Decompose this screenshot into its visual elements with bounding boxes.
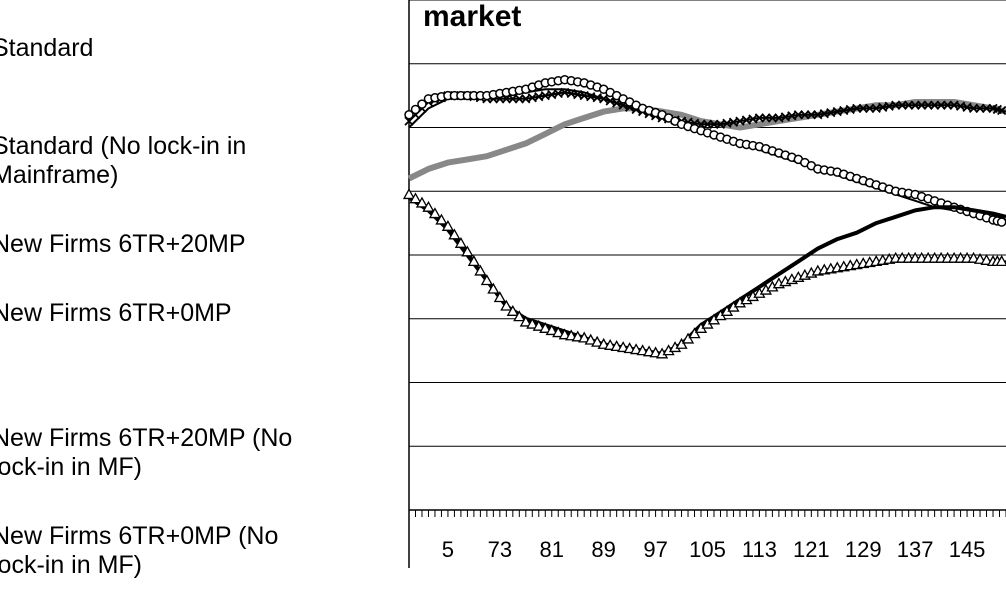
point (591, 335, 604, 347)
point (417, 99, 427, 109)
point (487, 282, 500, 294)
point (688, 327, 701, 339)
point (623, 342, 636, 354)
point (996, 217, 1006, 227)
point (997, 105, 1006, 116)
x-tick-label: 5 (442, 537, 454, 562)
legend-label: New Firms 6TR+20MP (0, 230, 246, 258)
point (630, 343, 643, 355)
point (584, 333, 597, 345)
series-5 (402, 188, 1006, 359)
x-tick-label: 121 (793, 537, 830, 562)
legend-label: New Firms 6TR+0MP (0, 299, 232, 327)
x-tick-label: 89 (591, 537, 615, 562)
point (493, 291, 506, 303)
point (448, 228, 461, 240)
point (410, 104, 421, 115)
point (578, 331, 591, 343)
point (539, 321, 552, 333)
x-tick-label: 113 (742, 537, 777, 562)
legend-entry-standard-no-lock-in: Standard (No lock-in in Mainframe) (0, 103, 400, 219)
point (649, 346, 662, 358)
x-tick-label: 97 (643, 537, 667, 562)
point (428, 207, 442, 219)
point (454, 236, 468, 248)
legend-label: Standard (No lock-in in Mainframe) (0, 132, 247, 189)
series-line (408, 91, 1006, 126)
point (980, 253, 993, 265)
point (545, 324, 558, 336)
point (532, 319, 545, 331)
point (500, 299, 513, 311)
legend-label: New Firms 6TR+0MP (No lock-in in MF) (0, 522, 279, 579)
point (402, 188, 416, 200)
point (973, 252, 987, 264)
point (642, 345, 656, 357)
point (441, 219, 455, 231)
point (526, 317, 539, 329)
point (435, 213, 448, 225)
point (995, 255, 1006, 267)
x-tick-label: 105 (689, 537, 726, 562)
point (681, 332, 695, 344)
x-tick-label: 129 (845, 537, 882, 562)
point (565, 329, 578, 341)
x-tick-label: 137 (897, 537, 934, 562)
legend-label: Standard (0, 34, 94, 62)
point (552, 326, 565, 338)
legend-entry-new-firms-6tr-0mp: New Firms 6TR+0MP (0, 270, 400, 357)
point (506, 304, 519, 316)
point (415, 196, 429, 208)
point (480, 274, 493, 286)
point (571, 330, 584, 342)
legend-entry-standard: Standard (0, 5, 400, 92)
point (675, 337, 688, 349)
point (617, 341, 630, 353)
point (474, 264, 487, 276)
point (636, 344, 649, 356)
series-layer (402, 74, 1006, 359)
x-tick-label: 73 (488, 537, 512, 562)
point (513, 310, 526, 322)
chart-title: market (423, 0, 522, 33)
point (967, 251, 980, 263)
point (558, 328, 571, 340)
legend-entry-new-firms-6tr-20mp-no-lock-in: New Firms 6TR+20MP (No lock-in in MF) (0, 395, 400, 511)
point (604, 338, 617, 350)
point (409, 192, 422, 204)
x-tick-label: 145 (949, 537, 986, 562)
point (404, 110, 414, 120)
line-chart: 5 73 81 89 97 105 113 121 129 137 145 (402, 0, 1006, 568)
legend-label: New Firms 6TR+20MP (No lock-in in MF) (0, 424, 293, 481)
x-tick-label: 81 (540, 537, 564, 562)
legend-entry-new-firms-6tr-0mp-no-lock-in: New Firms 6TR+0MP (No lock-in in MF) (0, 493, 400, 609)
point (461, 245, 474, 257)
point (597, 337, 610, 349)
legend-entry-new-firms-6tr-20mp: New Firms 6TR+20MP (0, 201, 400, 288)
point (467, 255, 480, 267)
x-minor-ticks (408, 510, 1006, 517)
point (422, 200, 435, 212)
point (519, 315, 532, 327)
point (610, 340, 623, 352)
x-tick-labels: 5 73 81 89 97 105 113 121 129 137 145 (442, 537, 986, 562)
